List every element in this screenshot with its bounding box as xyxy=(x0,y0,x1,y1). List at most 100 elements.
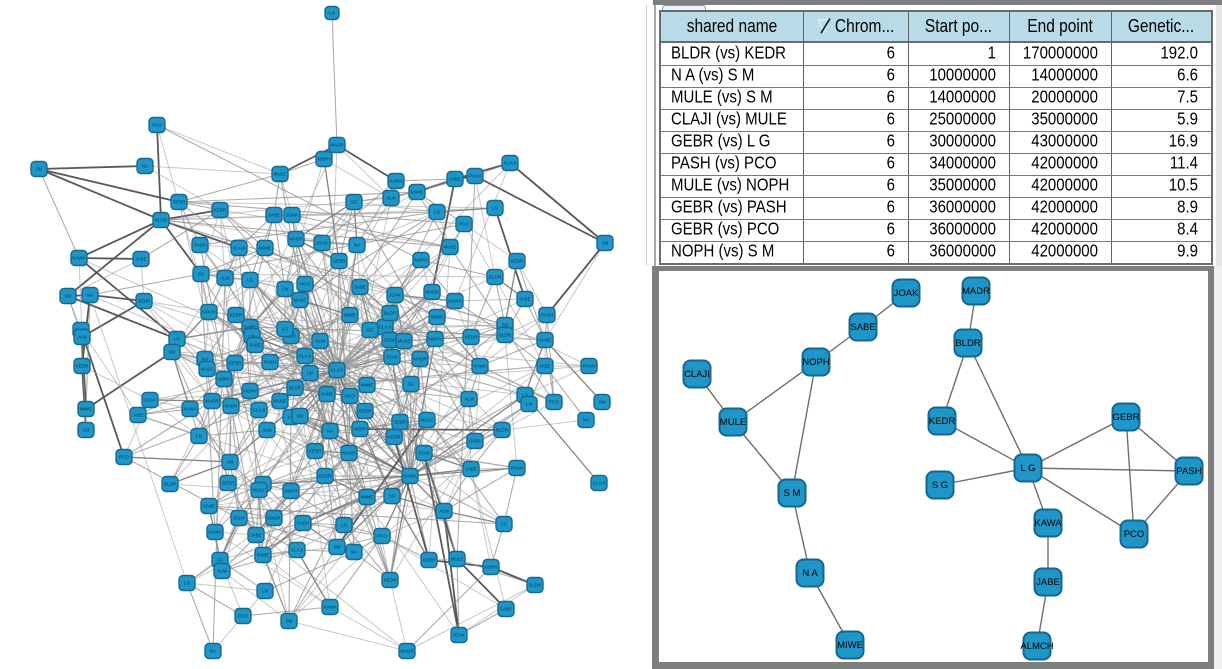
svg-text:PASH: PASH xyxy=(225,404,237,409)
svg-text:KEDR: KEDR xyxy=(511,259,524,264)
svg-text:LG: LG xyxy=(247,278,254,283)
svg-text:BLDR: BLDR xyxy=(289,386,302,391)
svg-text:SM: SM xyxy=(297,414,304,419)
svg-text:MULE: MULE xyxy=(421,418,434,423)
svg-text:PASH: PASH xyxy=(583,364,595,369)
svg-text:MULE: MULE xyxy=(201,367,214,372)
svg-text:MADR: MADR xyxy=(425,290,439,295)
svg-text:LG: LG xyxy=(522,393,529,398)
svg-text:ALM: ALM xyxy=(262,428,272,433)
svg-text:NOPH: NOPH xyxy=(202,310,215,315)
svg-text:NOPH: NOPH xyxy=(284,489,297,494)
svg-text:JOAK: JOAK xyxy=(144,398,156,403)
svg-text:SG: SG xyxy=(83,428,90,433)
svg-text:MIWE: MIWE xyxy=(837,640,863,651)
svg-text:BLDR: BLDR xyxy=(529,583,542,588)
svg-text:NOPH: NOPH xyxy=(414,258,427,263)
svg-text:LN: LN xyxy=(282,287,288,292)
svg-text:ALM: ALM xyxy=(315,339,325,344)
svg-text:JABE: JABE xyxy=(465,467,476,472)
svg-text:SABE: SABE xyxy=(850,322,875,333)
svg-text:MIWE: MIWE xyxy=(431,315,443,320)
svg-text:SG: SG xyxy=(389,494,396,499)
svg-text:JABE: JABE xyxy=(249,343,260,348)
svg-text:GEBR: GEBR xyxy=(359,409,373,414)
svg-text:MULE: MULE xyxy=(398,339,411,344)
svg-text:KEDR: KEDR xyxy=(309,449,322,454)
svg-text:CLAJI: CLAJI xyxy=(299,354,311,359)
svg-text:MADR: MADR xyxy=(267,516,281,521)
svg-text:MADR: MADR xyxy=(413,357,427,362)
svg-text:LN: LN xyxy=(262,589,268,594)
svg-text:MADR: MADR xyxy=(962,286,990,297)
svg-text:SG: SG xyxy=(502,323,509,328)
svg-text:GEBR: GEBR xyxy=(138,299,152,304)
svg-text:GEBR: GEBR xyxy=(222,481,236,486)
svg-text:PCO: PCO xyxy=(238,614,248,619)
svg-text:KAWA: KAWA xyxy=(474,364,487,369)
svg-text:PCO: PCO xyxy=(152,123,162,128)
svg-text:JOAK: JOAK xyxy=(418,451,430,456)
svg-text:NOPH: NOPH xyxy=(353,427,366,432)
svg-text:ALM: ALM xyxy=(77,335,87,340)
svg-text:ALM: ALM xyxy=(217,569,227,574)
svg-text:PASH: PASH xyxy=(1176,466,1201,477)
svg-text:KAWA: KAWA xyxy=(209,530,222,535)
svg-text:GEBR: GEBR xyxy=(229,361,243,366)
svg-text:JOAK: JOAK xyxy=(286,213,298,218)
svg-text:LG: LG xyxy=(174,337,181,342)
svg-text:SG: SG xyxy=(351,200,358,205)
svg-text:KAWA: KAWA xyxy=(324,605,337,610)
svg-text:MADR: MADR xyxy=(205,399,219,404)
svg-text:SM: SM xyxy=(169,350,176,355)
svg-text:CLAJI: CLAJI xyxy=(331,368,343,373)
svg-text:NOPH: NOPH xyxy=(217,377,230,382)
svg-text:SABE: SABE xyxy=(539,338,551,343)
svg-text:ALM: ALM xyxy=(439,509,449,514)
svg-text:SABE: SABE xyxy=(500,607,512,612)
svg-text:NA: NA xyxy=(87,293,93,298)
svg-text:MULE: MULE xyxy=(294,298,307,303)
svg-text:KAWA: KAWA xyxy=(404,474,417,479)
svg-text:PCO: PCO xyxy=(459,222,469,227)
svg-text:KEDR: KEDR xyxy=(214,208,227,213)
svg-text:GEBR: GEBR xyxy=(173,200,187,205)
svg-text:JABE: JABE xyxy=(1036,577,1060,588)
svg-text:PCO: PCO xyxy=(119,455,129,460)
svg-text:ALM: ALM xyxy=(386,196,396,201)
svg-text:PCO: PCO xyxy=(300,282,310,287)
svg-text:SG: SG xyxy=(217,558,224,563)
svg-text:LG: LG xyxy=(501,522,508,527)
svg-text:KEDR: KEDR xyxy=(230,313,243,318)
svg-text:MULE: MULE xyxy=(253,488,266,493)
svg-text:JABE: JABE xyxy=(132,413,143,418)
svg-text:KAWA: KAWA xyxy=(1034,518,1062,529)
svg-text:CLAJI: CLAJI xyxy=(291,548,303,553)
svg-text:CLAJI: CLAJI xyxy=(379,325,391,330)
svg-text:KAWA: KAWA xyxy=(390,179,403,184)
svg-text:SM: SM xyxy=(36,167,43,172)
svg-text:JABE: JABE xyxy=(250,533,261,538)
svg-text:GEBR: GEBR xyxy=(333,259,347,264)
svg-text:SM: SM xyxy=(602,241,609,246)
svg-text:MADR: MADR xyxy=(289,237,303,242)
svg-text:SG: SG xyxy=(198,272,205,277)
svg-text:SM: SM xyxy=(334,545,341,550)
svg-text:NA: NA xyxy=(202,357,208,362)
svg-text:SABE: SABE xyxy=(321,392,333,397)
svg-text:NA: NA xyxy=(354,243,360,248)
svg-text:CLAJI: CLAJI xyxy=(684,369,710,380)
svg-text:MIWE: MIWE xyxy=(259,246,271,251)
svg-text:SABE: SABE xyxy=(203,504,215,509)
svg-text:GEBR: GEBR xyxy=(394,420,408,425)
svg-text:PASH: PASH xyxy=(469,174,481,179)
svg-text:SABE: SABE xyxy=(268,213,280,218)
svg-text:MIWE: MIWE xyxy=(411,190,423,195)
svg-text:NOPH: NOPH xyxy=(317,157,330,162)
svg-text:NOPH: NOPH xyxy=(484,565,497,570)
svg-text:SM: SM xyxy=(227,460,234,465)
svg-text:MIWE: MIWE xyxy=(361,495,373,500)
svg-text:LN: LN xyxy=(526,402,532,407)
svg-text:BLDR: BLDR xyxy=(384,311,397,316)
svg-text:PASH: PASH xyxy=(264,360,276,365)
